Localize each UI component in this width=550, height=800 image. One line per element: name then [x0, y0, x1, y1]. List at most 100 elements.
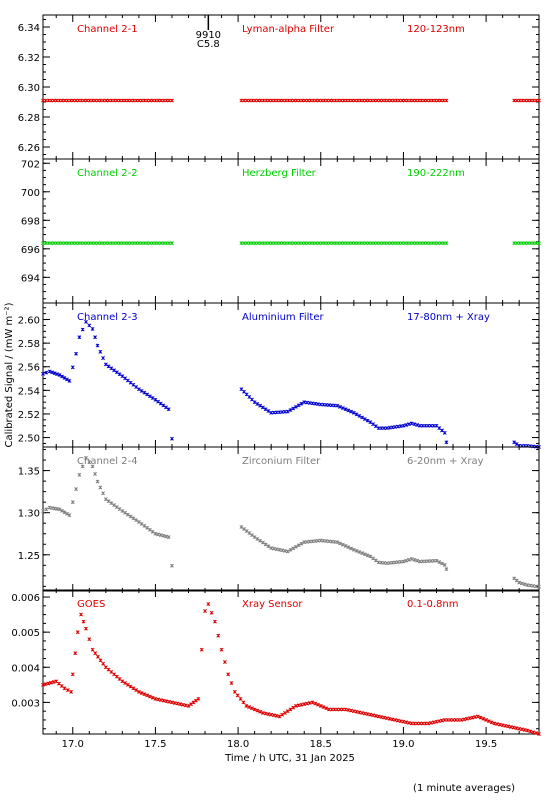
data-point	[213, 619, 217, 624]
data-point	[283, 241, 288, 246]
data-point	[181, 702, 185, 707]
data-point	[142, 523, 147, 528]
data-point	[522, 582, 527, 587]
data-point	[397, 241, 402, 246]
data-point	[109, 501, 114, 506]
data-point	[147, 394, 152, 399]
data-point	[302, 702, 307, 707]
band-label: 0.1-0.8nm	[407, 599, 459, 610]
x-tick-label: 17.0	[62, 739, 84, 750]
data-point	[393, 718, 398, 722]
data-point	[440, 561, 444, 566]
data-point	[369, 241, 374, 246]
data-point	[123, 510, 128, 515]
data-point	[283, 98, 288, 103]
data-point	[398, 719, 403, 724]
data-point	[362, 417, 367, 421]
data-point	[75, 630, 80, 635]
data-point	[147, 527, 152, 532]
data-point	[346, 545, 351, 550]
data-point	[289, 241, 294, 246]
data-point	[244, 703, 249, 708]
data-point	[175, 701, 180, 706]
data-point	[297, 241, 302, 246]
data-point	[120, 509, 125, 513]
filter-label: Herzberg Filter	[242, 168, 317, 179]
data-point	[57, 373, 62, 377]
data-point	[318, 703, 323, 708]
panel-frame	[42, 302, 540, 448]
data-point	[412, 557, 417, 562]
data-point	[142, 692, 147, 697]
panel-3: 2.50 2.52 2.54 2.56 2.58 2.60 Channel 2-3 Alumi…	[18, 302, 541, 449]
y-tick-label: 702	[21, 159, 40, 170]
chart-panels: 6.26 6.28 6.30 6.32 6.34 Channel 2-1 Lyman-alp…	[11, 14, 541, 750]
data-point	[106, 364, 111, 369]
data-point	[258, 98, 263, 103]
data-point	[260, 405, 265, 410]
data-point	[512, 440, 517, 445]
data-point	[189, 702, 193, 707]
data-point	[400, 98, 405, 103]
flare-marker-label: 9910	[196, 30, 221, 41]
data-point	[308, 241, 313, 246]
data-point	[307, 701, 312, 705]
data-point	[379, 715, 384, 719]
panel-4: 1.25 1.30 1.35 Channel 2-4 Zirconium Filter 6…	[18, 446, 541, 592]
data-point	[338, 541, 342, 546]
y-tick-label: 694	[21, 273, 40, 284]
data-point	[389, 98, 393, 103]
data-point	[44, 370, 49, 375]
channel-label: Channel 2-3	[77, 312, 138, 323]
data-point	[339, 98, 344, 103]
data-point	[153, 531, 158, 536]
data-point	[250, 241, 255, 246]
y-tick-label: 0.005	[11, 628, 40, 639]
data-point	[369, 98, 374, 103]
data-point	[375, 98, 380, 103]
data-point	[261, 241, 266, 246]
y-tick-label: 6.30	[18, 83, 40, 94]
data-point	[294, 544, 298, 549]
data-point	[285, 409, 290, 414]
data-point	[365, 418, 370, 423]
data-point	[266, 712, 271, 717]
data-point	[442, 430, 447, 435]
data-point	[84, 319, 88, 324]
data-point	[125, 682, 130, 687]
data-point	[260, 711, 265, 715]
data-point	[303, 241, 308, 246]
data-point	[131, 516, 136, 521]
data-point	[402, 98, 407, 103]
data-point	[258, 241, 263, 246]
data-point	[368, 712, 373, 717]
data-point	[404, 558, 409, 563]
data-point	[242, 98, 247, 103]
data-point	[444, 567, 449, 572]
data-point	[373, 424, 378, 429]
data-point	[365, 712, 370, 717]
data-point	[349, 546, 353, 551]
data-point	[65, 688, 70, 693]
data-point	[415, 423, 420, 427]
data-point	[522, 727, 527, 732]
data-point	[128, 684, 133, 689]
data-point	[117, 372, 122, 377]
data-point	[117, 507, 122, 511]
data-point	[419, 241, 424, 246]
data-point	[444, 440, 449, 445]
data-point	[438, 241, 443, 246]
data-point	[300, 98, 305, 103]
data-point	[261, 98, 266, 103]
data-point	[252, 400, 257, 405]
y-tick-label: 0.003	[11, 698, 40, 709]
data-point	[67, 378, 72, 383]
data-point	[299, 401, 304, 406]
data-point	[511, 725, 516, 730]
data-point	[136, 520, 141, 524]
data-point	[62, 376, 67, 380]
data-point	[49, 680, 53, 685]
y-tick-label: 6.34	[18, 23, 40, 34]
data-point	[238, 696, 243, 701]
data-point	[514, 726, 519, 731]
